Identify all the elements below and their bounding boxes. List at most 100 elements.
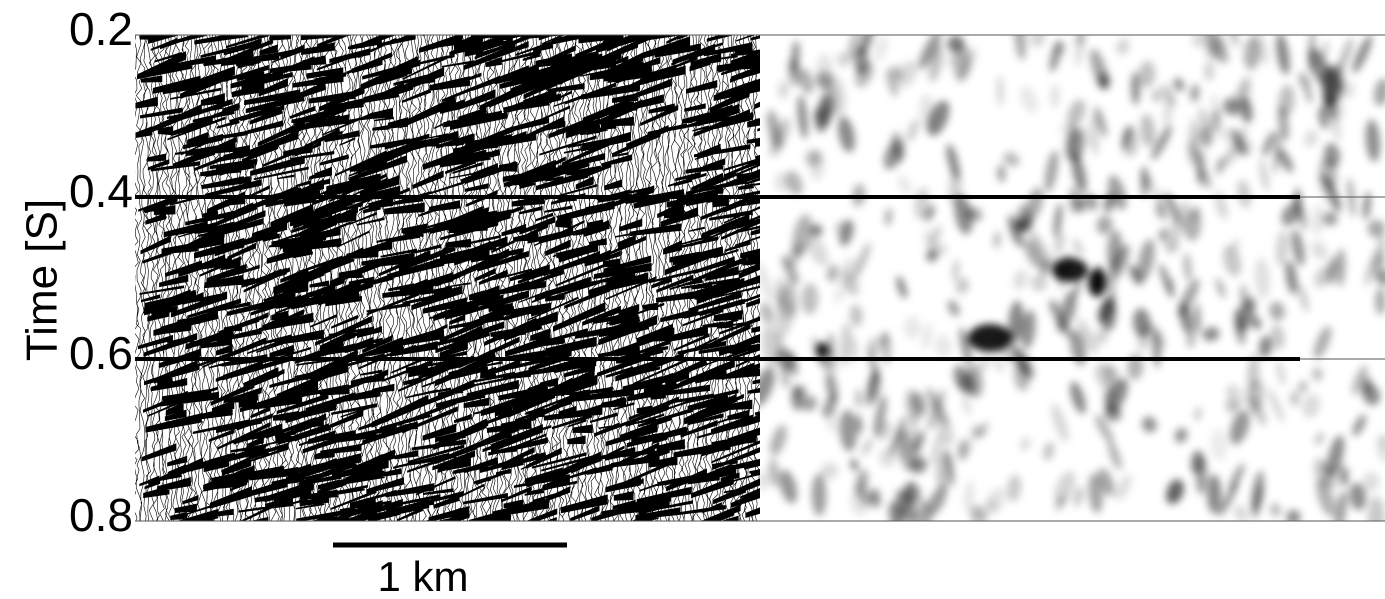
attribute-blob: [904, 117, 923, 143]
attribute-blob: [1226, 26, 1242, 47]
attribute-blob: [1182, 253, 1192, 282]
attribute-blob: [776, 468, 800, 506]
attribute-blob: [1258, 335, 1273, 358]
attribute-blob: [1290, 391, 1301, 407]
attribute-blob: [1139, 113, 1157, 148]
attribute-blob: [760, 471, 768, 490]
attribute-blob: [1253, 257, 1272, 299]
attribute-blob: [1150, 88, 1164, 104]
attribute-blob: [961, 396, 973, 416]
attribute-blob: [1095, 214, 1114, 235]
attribute-blob: [1210, 429, 1228, 461]
attribute-blob: [839, 409, 858, 452]
attribute-blob: [945, 298, 963, 318]
attribute-blob: [1011, 268, 1030, 292]
attribute-blob: [1345, 177, 1357, 218]
attribute-blob: [895, 173, 915, 196]
attribute-blob: [777, 80, 789, 99]
attribute-blob: [1029, 273, 1049, 293]
attribute-blob: [801, 283, 819, 315]
attribute-blob: [1283, 260, 1299, 295]
seismic-wiggle-panel: [133, 7, 833, 536]
attribute-blob: [1312, 367, 1323, 381]
attribute-blob: [1201, 325, 1221, 343]
attribute-blob: [1072, 486, 1085, 508]
attribute-blob: [767, 423, 790, 458]
attribute-blob: [1105, 281, 1117, 298]
attribute-blob: [849, 458, 860, 472]
attribute-blob: [1274, 359, 1287, 386]
attribute-blob: [1042, 441, 1056, 461]
attribute-blob: [1349, 33, 1375, 75]
attribute-blobs: [747, 17, 1385, 536]
attribute-blob: [1067, 380, 1089, 416]
attribute-blob: [968, 324, 1012, 352]
figure: Time [S] 1 km 0.20.40.60.8: [0, 0, 1385, 599]
attribute-blob: [1027, 28, 1048, 50]
attribute-blob: [1042, 149, 1061, 193]
attribute-blob: [768, 458, 781, 488]
attribute-blob: [859, 437, 875, 457]
attribute-blob: [1194, 407, 1202, 421]
attribute-blob: [849, 304, 864, 327]
y-tick-label: 0.4: [69, 165, 133, 217]
attribute-blob: [951, 259, 961, 282]
attribute-blob: [1189, 84, 1200, 103]
attribute-blob: [1088, 269, 1106, 297]
attribute-blob: [826, 264, 840, 283]
attribute-blob: [1171, 76, 1186, 93]
y-tick-label: 0.8: [69, 489, 133, 541]
attribute-blob: [757, 301, 777, 326]
attribute-blob: [884, 208, 894, 227]
attribute-blob: [1274, 230, 1289, 268]
attribute-blob: [1071, 238, 1086, 257]
attribute-blob: [1350, 413, 1369, 438]
attribute-blob: [1000, 149, 1022, 169]
attribute-blob: [1052, 258, 1088, 282]
attribute-blob: [1113, 472, 1135, 502]
attribute-blob: [1121, 126, 1139, 156]
attribute-blob: [1204, 61, 1214, 81]
attribute-blob: [1072, 29, 1088, 68]
attribute-blob: [855, 389, 862, 408]
attribute-blob: [877, 446, 899, 469]
attribute-blob: [1194, 303, 1202, 335]
attribute-blob: [1140, 414, 1159, 434]
attribute-blob: [1372, 77, 1385, 107]
attribute-blob: [1212, 189, 1230, 221]
seismic-attribute-panel: [747, 17, 1385, 536]
attribute-blob: [1138, 60, 1157, 88]
attribute-blob: [811, 474, 826, 517]
attribute-blob: [1105, 440, 1124, 472]
attribute-blob: [1285, 509, 1302, 526]
attribute-blob: [1235, 179, 1254, 210]
attribute-blob: [796, 95, 810, 140]
attribute-blob: [1296, 283, 1312, 313]
attribute-blob: [1308, 238, 1330, 263]
attribute-blob: [1172, 426, 1189, 445]
attribute-blob: [920, 322, 934, 350]
attribute-blob: [1157, 262, 1177, 300]
attribute-blob: [1018, 436, 1032, 452]
attribute-blob: [1322, 211, 1338, 227]
attribute-blob: [1257, 158, 1271, 192]
y-axis-label: Time [S]: [18, 199, 67, 361]
attribute-blob: [816, 342, 828, 358]
attribute-blob: [1114, 37, 1131, 57]
attribute-blob: [1311, 204, 1324, 236]
attribute-blob: [1302, 128, 1320, 149]
attribute-blob: [933, 334, 953, 359]
attribute-blob: [1296, 71, 1313, 93]
attribute-blob: [1268, 300, 1287, 322]
attribute-blob: [1013, 17, 1028, 60]
attribute-blob: [1017, 84, 1041, 115]
attribute-blob: [870, 33, 891, 63]
attribute-blob: [1297, 380, 1309, 394]
attribute-blob: [1310, 324, 1335, 361]
attribute-blob: [993, 231, 1001, 248]
attribute-blob: [1274, 32, 1293, 76]
attribute-blob: [1362, 472, 1380, 493]
attribute-blob: [894, 275, 909, 300]
attribute-blob: [835, 115, 858, 154]
attribute-blob: [1289, 228, 1308, 267]
